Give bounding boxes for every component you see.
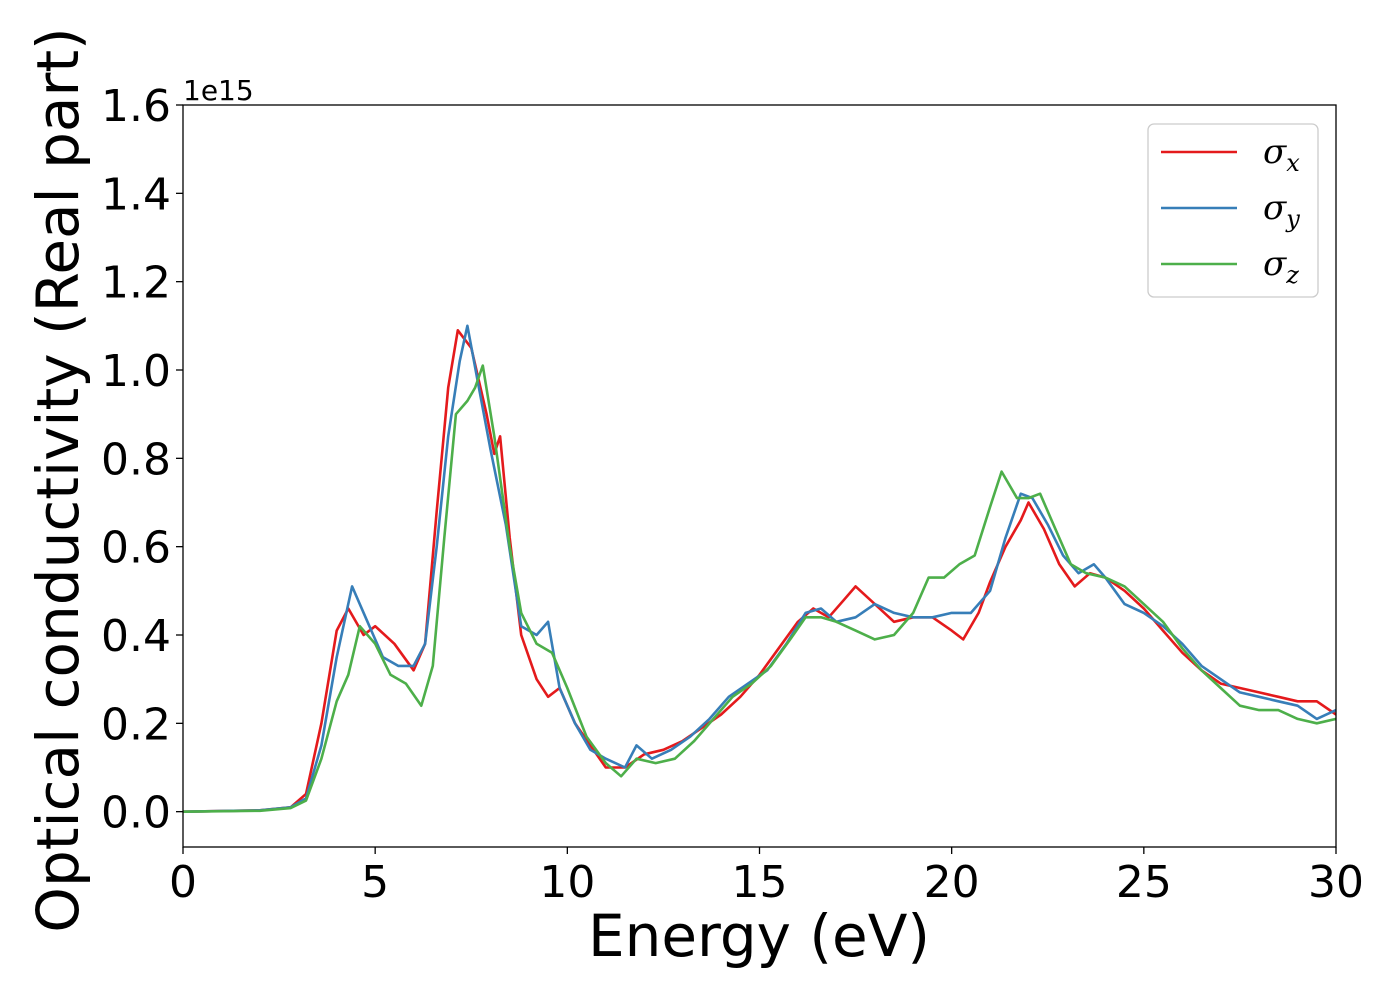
x-tick-label: 20	[924, 857, 980, 908]
x-tick-label: 25	[1116, 857, 1172, 908]
y-axis-title: Optical conductivity (Real part)	[24, 27, 92, 932]
series-line-x	[183, 329, 1336, 813]
legend-label-x: σx	[1263, 132, 1300, 177]
legend-box	[1147, 123, 1319, 298]
x-axis-title: Energy (eV)	[588, 902, 930, 970]
legend: σx σy σz	[1147, 123, 1319, 298]
x-tick-label: 0	[169, 857, 197, 908]
x-tick-label: 5	[361, 857, 389, 908]
axes-layer: 0 5 10 15 20 25 30 0.0 0.2 0.4 0.6 0.8 1.0 1.2 1.4 1.6	[101, 81, 1364, 908]
series-layer	[183, 324, 1336, 813]
y-offset-label: 1e15	[183, 74, 254, 107]
y-tick-label: 0.4	[101, 611, 171, 662]
y-tick-label: 0.2	[101, 699, 171, 750]
y-tick-label: 1.4	[101, 169, 171, 220]
x-tick-label: 10	[539, 857, 595, 908]
y-tick-label: 1.2	[101, 258, 171, 309]
x-tick-label: 15	[732, 857, 788, 908]
y-tick-label: 1.0	[101, 346, 171, 397]
legend-label-z: σz	[1263, 244, 1299, 289]
y-tick-label: 0.8	[101, 434, 171, 485]
series-line-y	[183, 324, 1336, 813]
y-tick-label: 1.6	[101, 81, 171, 132]
legend-label-y: σy	[1263, 188, 1300, 233]
y-tick-label: 0.0	[101, 788, 171, 839]
y-tick-label: 0.6	[101, 523, 171, 574]
x-tick-label: 30	[1308, 857, 1364, 908]
series-line-z	[183, 364, 1336, 813]
